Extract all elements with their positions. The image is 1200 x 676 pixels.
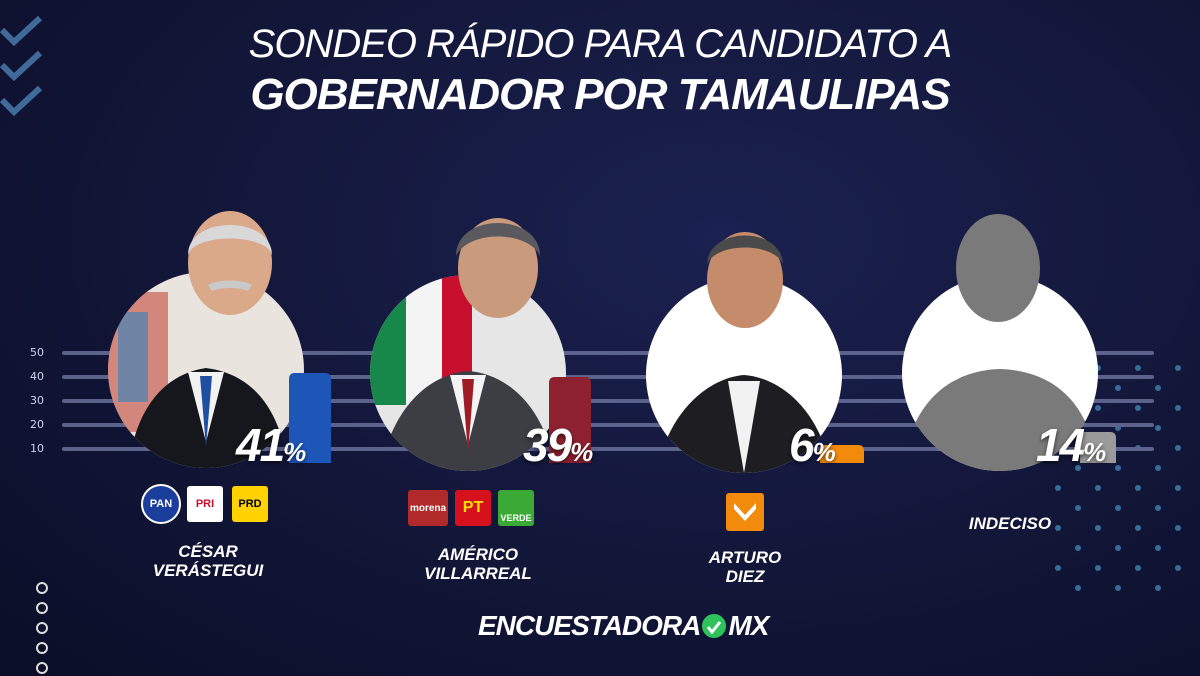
data-label-cesar-verastegui: 41%: [236, 419, 307, 471]
candidate-head-cesar-verastegui: [188, 211, 272, 315]
candidate-photo-americo-villarreal: [370, 275, 566, 471]
candidate-name-americo-villarreal: AMÉRICO VILLARREAL: [424, 545, 532, 583]
data-label-indeciso: 14%: [1036, 419, 1107, 471]
candidate-name-indeciso: INDECISO: [968, 514, 1052, 533]
pt-logo-icon: PT: [455, 490, 491, 526]
candidate-name-arturo-diez: ARTURO DIEZ: [708, 548, 782, 586]
chevrons-decoration-icon: [0, 15, 43, 117]
prd-logo-icon: PRD: [232, 486, 268, 522]
bar-americo-villarreal: [549, 377, 591, 463]
morena-logo-icon: morena: [408, 490, 448, 526]
silhouette-head-icon: [956, 214, 1040, 322]
brand-text-left: ENCUESTADORA: [478, 610, 701, 641]
bar-indeciso: [1080, 432, 1116, 463]
y-tick-label: 20: [30, 418, 44, 431]
chart-title-line-2: GOBERNADOR POR TAMAULIPAS: [250, 70, 950, 119]
candidate-head-americo-villarreal: [456, 218, 540, 318]
y-tick-label: 10: [30, 442, 44, 455]
gridline: [62, 399, 1154, 403]
brand-text-right: MX: [728, 610, 769, 641]
gridline: [62, 447, 1154, 451]
chart-title-line-1: SONDEO RÁPIDO PARA CANDIDATO A: [248, 22, 953, 66]
candidate-photo-indeciso: [902, 275, 1098, 471]
brand-logo: ENCUESTADORA MX: [478, 610, 769, 642]
y-tick-label: 40: [30, 370, 44, 383]
check-icon: [702, 614, 727, 638]
bar-arturo-diez: [820, 445, 864, 463]
y-tick-label: 30: [30, 394, 44, 407]
pan-logo-icon: PAN: [141, 484, 181, 524]
data-label-arturo-diez: 6%: [789, 419, 836, 471]
data-label-americo-villarreal: 39%: [523, 419, 594, 471]
bar-cesar-verastegui: [289, 372, 331, 463]
candidate-name-cesar-verastegui: CÉSAR VERÁSTEGUI: [152, 542, 264, 580]
verde-logo-icon: VERDE: [498, 490, 534, 526]
movimiento-ciudadano-logo-icon: [726, 493, 764, 531]
pri-logo-icon: PRI: [187, 486, 223, 522]
y-tick-label: 50: [30, 346, 44, 359]
candidate-head-arturo-diez: [707, 232, 783, 328]
gridline: [62, 375, 1154, 379]
rings-decoration-icon: [36, 582, 48, 674]
candidate-photo-cesar-verastegui: [108, 272, 304, 468]
gridline: [62, 351, 1154, 355]
gridline: [62, 423, 1154, 427]
